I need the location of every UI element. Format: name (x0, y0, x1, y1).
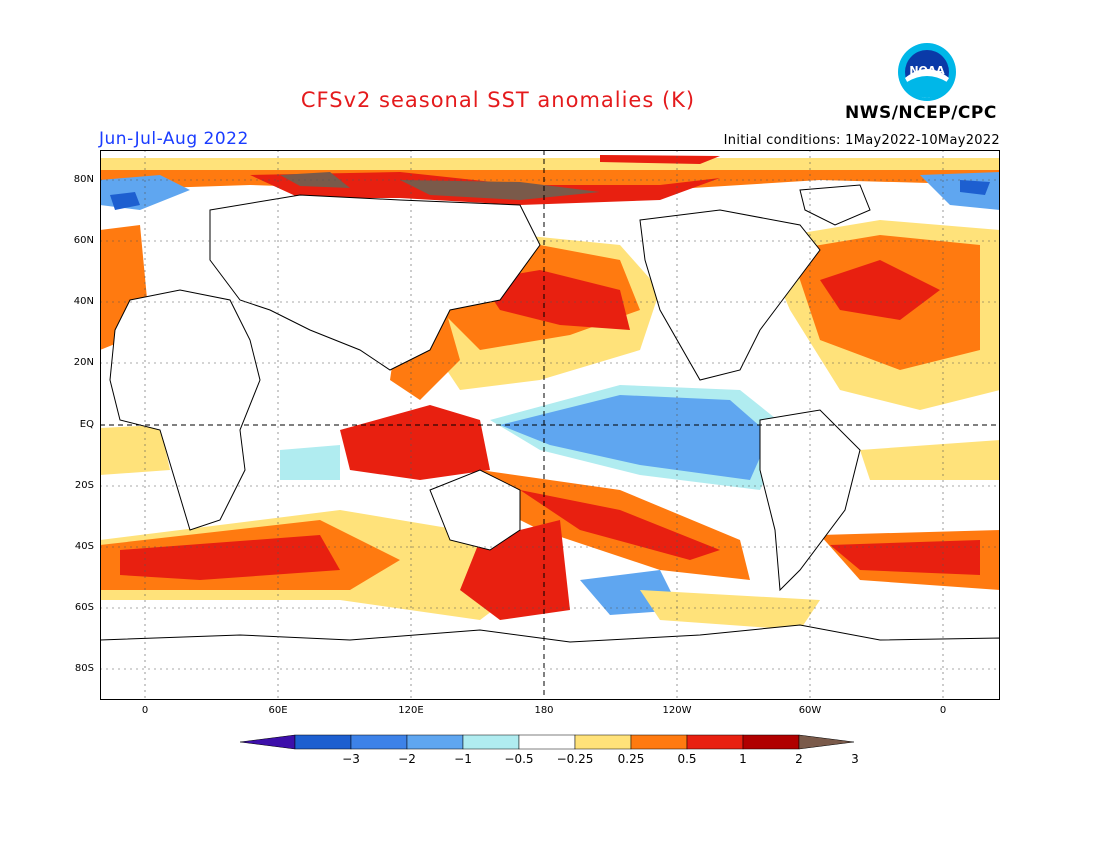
colorbar-tick-label: 2 (795, 752, 803, 766)
lat-label: 40N (73, 296, 94, 307)
south-pacific-warm-anomaly (480, 470, 750, 580)
africa-outline (109, 289, 261, 531)
colorbar-tick-label: 1 (739, 752, 747, 766)
colorbar-segment (406, 734, 464, 750)
lon-label: 60E (268, 705, 288, 716)
colorbar-tick-label: −1 (454, 752, 472, 766)
north-atlantic-warm-anomaly (760, 220, 1000, 410)
colorbar-segment (462, 734, 520, 750)
greenland-outline (799, 184, 871, 226)
sst-anomaly-map (100, 150, 1000, 700)
initial-conditions-label: Initial conditions: 1May2022-10May2022 (723, 133, 1000, 148)
lat-label: EQ (79, 419, 94, 430)
north-america-outline (639, 209, 821, 381)
lon-label: 0 (141, 705, 149, 716)
equatorial-pacific-cold-anomaly (490, 385, 790, 490)
colorbar-tick-label: 3 (851, 752, 859, 766)
equator-dateline (100, 150, 1000, 700)
lon-label: 0 (939, 705, 947, 716)
colorbar-segment (574, 734, 632, 750)
australia-outline (429, 469, 521, 551)
colorbar-tick-label: 0.5 (677, 752, 697, 766)
colorbar-segment (294, 734, 352, 750)
continent-outlines (100, 184, 1000, 700)
lat-label: 60N (73, 235, 94, 246)
lat-label: 60S (74, 602, 94, 613)
lat-label: 40S (74, 541, 94, 552)
map-title: CFSv2 seasonal SST anomalies (K) (300, 88, 696, 112)
lat-label: 80N (73, 174, 94, 185)
colorbar-segment (798, 734, 855, 750)
colorbar-tick-label: −3 (342, 752, 360, 766)
lat-label: 20S (74, 480, 94, 491)
season-label: Jun-Jul-Aug 2022 (99, 129, 249, 149)
colorbar (240, 734, 855, 750)
eurasia-outline (209, 194, 541, 371)
map-gridlines (100, 150, 1000, 700)
colorbar-segment (742, 734, 800, 750)
lat-label: 80S (74, 663, 94, 674)
agency-label: NWS/NCEP/CPC (845, 103, 997, 123)
noaa-logo-text: NOAA (909, 64, 945, 77)
colorbar-segment (350, 734, 408, 750)
colorbar-tick-label: −0.5 (504, 752, 534, 766)
colorbar-segment (240, 734, 296, 750)
southern-ocean-anomaly (100, 510, 1000, 630)
colorbar-tick-label: −0.25 (556, 752, 594, 766)
colorbar-segment (518, 734, 576, 750)
lon-label: 180 (534, 705, 554, 716)
colorbar-tick-label: 0.25 (617, 752, 645, 766)
noaa-logo: NOAA (898, 43, 956, 101)
colorbar-segment (630, 734, 688, 750)
colorbar-segment (686, 734, 744, 750)
antarctica-outline (100, 624, 1000, 700)
lat-label: 20N (73, 357, 94, 368)
lon-label: 60W (798, 705, 822, 716)
colorbar-tick-label: −2 (398, 752, 416, 766)
lon-label: 120E (398, 705, 424, 716)
lon-label: 120W (662, 705, 692, 716)
arctic-anomaly-region (100, 155, 1000, 210)
